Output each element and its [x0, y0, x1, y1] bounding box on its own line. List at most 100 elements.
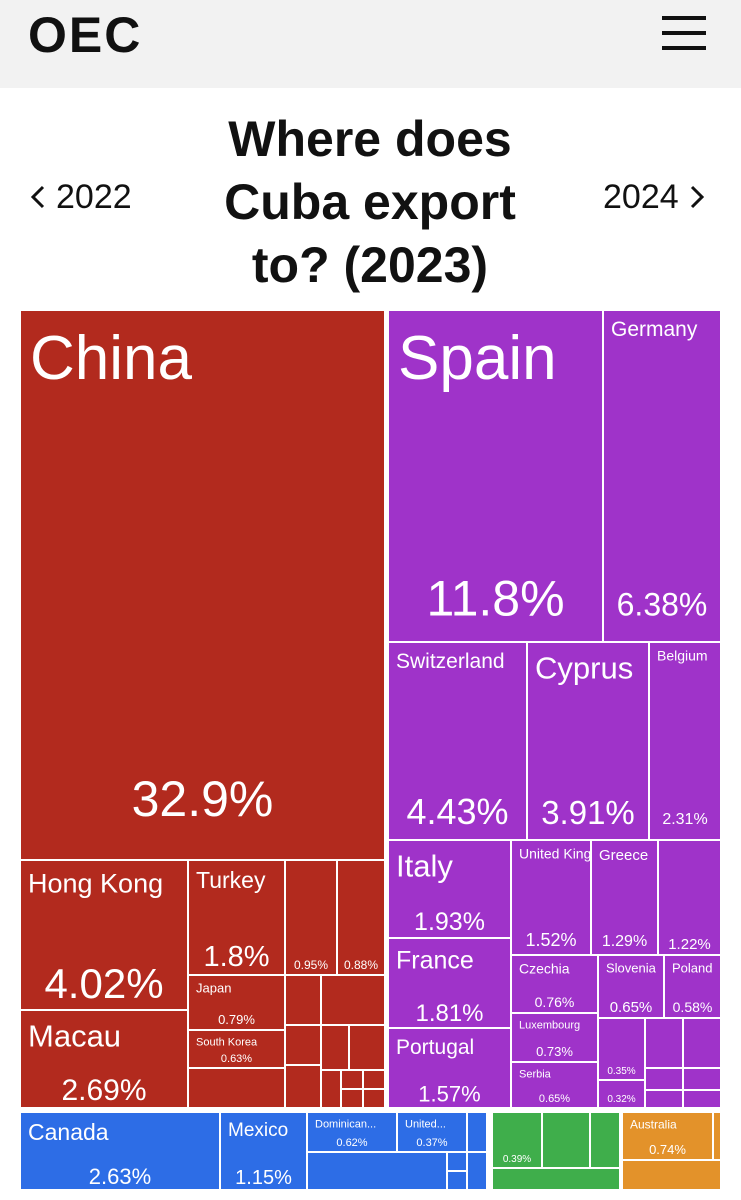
tile-name: Spain: [398, 324, 557, 393]
tile-value: 0.37%: [416, 1137, 447, 1149]
tile: [657, 839, 722, 956]
tile-value: 4.02%: [44, 960, 163, 1007]
tile-value: 0.39%: [503, 1154, 531, 1165]
tile: [387, 309, 604, 643]
tile: [510, 1012, 599, 1063]
tile: [597, 954, 665, 1019]
tile-value: 0.79%: [218, 1012, 255, 1027]
tile-value: 1.29%: [602, 933, 647, 950]
tile-value: 0.32%: [607, 1094, 635, 1105]
tile: [387, 641, 528, 841]
tile-name: China: [30, 324, 193, 393]
tile-value: 0.95%: [294, 958, 328, 972]
tile: [19, 1111, 221, 1191]
tile: [19, 859, 189, 1011]
tile-value: 1.57%: [418, 1082, 480, 1107]
tile-value: 0.65%: [539, 1093, 570, 1105]
tile-filler: [320, 1069, 342, 1109]
tile-filler: [466, 1151, 488, 1191]
tile-filler: [589, 1111, 621, 1169]
tile-value: 0.73%: [536, 1044, 573, 1059]
tile-value: 2.63%: [89, 1164, 151, 1189]
tile-name: France: [396, 946, 474, 974]
tile-filler: [340, 1069, 364, 1090]
tile-value: 4.43%: [406, 791, 508, 832]
next-year[interactable]: 2024: [603, 178, 705, 217]
tile-filler: [491, 1167, 621, 1191]
tile-value: 3.91%: [541, 794, 635, 831]
tile-name: Japan: [196, 981, 231, 996]
tile: [510, 1061, 599, 1109]
tile-filler: [446, 1151, 468, 1172]
tile-name: Greece: [599, 847, 648, 864]
tile: [187, 1029, 286, 1069]
tile: [336, 859, 386, 976]
tile-filler: [306, 1151, 448, 1191]
tile-name: Turkey: [196, 867, 266, 893]
tile-filler: [340, 1088, 364, 1109]
chart-title: Where does Cuba export to? (2023): [224, 111, 516, 293]
tile-value: 32.9%: [132, 771, 274, 827]
tile-name: Italy: [396, 849, 453, 884]
tile: [648, 641, 722, 841]
tile-filler: [446, 1170, 468, 1191]
tile-value: 0.74%: [649, 1142, 686, 1157]
tile: [396, 1111, 468, 1153]
tile-value: 2.31%: [662, 811, 707, 828]
tile: [187, 859, 286, 976]
tile-filler: [682, 1089, 722, 1109]
tile-name: Hong Kong: [28, 868, 163, 898]
tile: [526, 641, 650, 841]
tile-name: United...: [405, 1119, 446, 1131]
tile-value: 1.15%: [235, 1167, 292, 1189]
tile-filler: [682, 1017, 722, 1069]
prev-year-label[interactable]: 2022: [56, 178, 132, 216]
tile-filler: [621, 1159, 722, 1191]
tile-value: 2.69%: [61, 1074, 146, 1107]
tile-name: Portugal: [396, 1036, 474, 1059]
tile-value: 0.35%: [607, 1066, 635, 1077]
tile-filler: [466, 1111, 488, 1153]
tile-filler: [362, 1088, 386, 1109]
tile-name: Mexico: [228, 1120, 288, 1141]
tile-value: 0.65%: [610, 999, 653, 1016]
tile-filler: [284, 1024, 322, 1066]
header-bar: OEC: [0, 0, 741, 88]
tile-value: 1.8%: [203, 941, 269, 973]
tile-name: Belgium: [657, 648, 708, 664]
tile: [19, 309, 386, 861]
prev-year[interactable]: 2022: [30, 178, 132, 217]
tile-filler: [682, 1067, 722, 1091]
tile-filler: [644, 1067, 684, 1091]
tile: [510, 839, 592, 956]
tile-filler: [712, 1111, 722, 1161]
tile-name: South Korea: [196, 1037, 258, 1049]
menu-button[interactable]: [662, 16, 706, 50]
tile-filler: [362, 1069, 386, 1090]
tile-value: 6.38%: [617, 586, 708, 622]
tile-filler: [348, 1024, 386, 1071]
tile-value: 0.58%: [673, 999, 713, 1015]
logo[interactable]: OEC: [28, 7, 143, 63]
tile: [510, 954, 599, 1014]
tile-value: 0.76%: [535, 994, 575, 1010]
tile: [602, 309, 722, 643]
tile-value: 1.81%: [415, 1000, 483, 1027]
tile-filler: [320, 1024, 350, 1071]
next-year-label[interactable]: 2024: [603, 178, 679, 216]
tile-filler: [541, 1111, 591, 1169]
tile-value: 1.22%: [668, 936, 711, 953]
tile-name: Canada: [28, 1119, 109, 1145]
tile-name: Cyprus: [535, 651, 633, 686]
tile-filler: [644, 1017, 684, 1069]
tile: [621, 1111, 714, 1161]
tile-value: 0.63%: [221, 1053, 252, 1065]
tile-name: Macau: [28, 1019, 121, 1054]
tile-name: Luxembourg: [519, 1020, 580, 1032]
tile-value: 1.93%: [414, 908, 485, 936]
tile-name: Poland: [672, 961, 712, 976]
tile-filler: [320, 974, 386, 1026]
tile-name: Australia: [630, 1118, 677, 1132]
